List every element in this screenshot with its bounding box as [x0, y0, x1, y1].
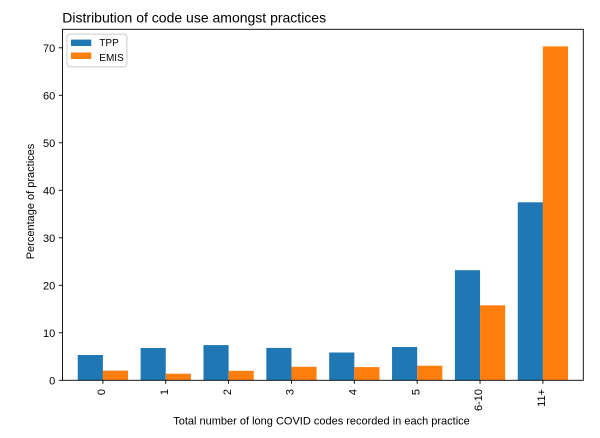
svg-text:0: 0	[96, 389, 108, 395]
svg-text:TPP: TPP	[99, 38, 119, 49]
svg-text:Total number of long COVID cod: Total number of long COVID codes recorde…	[173, 415, 470, 427]
svg-text:Percentage of practices: Percentage of practices	[25, 143, 37, 259]
svg-text:70: 70	[43, 43, 55, 55]
svg-text:0: 0	[49, 376, 55, 388]
svg-text:60: 60	[43, 91, 55, 103]
svg-text:30: 30	[43, 233, 55, 245]
svg-text:EMIS: EMIS	[99, 53, 124, 64]
svg-text:4: 4	[348, 389, 360, 395]
svg-text:3: 3	[285, 389, 297, 395]
svg-text:10: 10	[43, 328, 55, 340]
svg-text:20: 20	[43, 281, 55, 293]
svg-text:11+: 11+	[536, 389, 548, 407]
svg-text:Distribution of code use among: Distribution of code use amongst practic…	[62, 10, 326, 26]
svg-text:1: 1	[159, 389, 171, 395]
svg-text:6-10: 6-10	[473, 389, 485, 411]
svg-text:50: 50	[43, 138, 55, 150]
svg-text:5: 5	[410, 389, 422, 395]
svg-text:2: 2	[222, 389, 234, 395]
svg-text:40: 40	[43, 186, 55, 198]
